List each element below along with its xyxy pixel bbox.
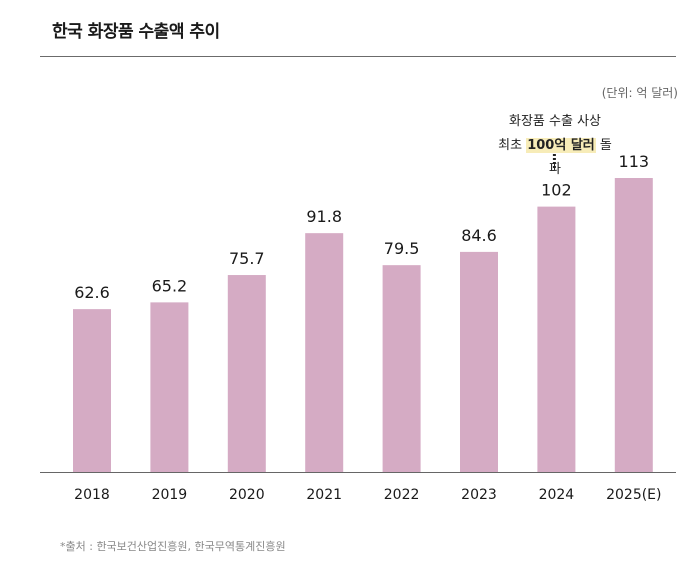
bar-2023 [460,251,498,472]
bar-2022 [382,265,421,472]
category-label-2025(E): 2025(E) [606,487,661,503]
category-label-2018: 2018 [74,487,110,503]
annotation-suffix: 돌파 [549,138,612,177]
category-label-2021: 2021 [306,487,342,503]
title-divider [40,56,676,57]
bar-2018 [73,309,111,472]
category-label-2020: 2020 [229,487,265,503]
category-label-2019: 2019 [152,487,188,503]
value-label-2018: 62.6 [74,283,110,302]
category-label-2024: 2024 [539,487,575,503]
bar-2025(E) [614,178,653,472]
bar-2019 [150,302,189,472]
annotation-2024: 화장품 수출 사상 최초 100억 달러 돌파 [495,110,615,182]
value-label-2019: 65.2 [152,276,188,295]
unit-label: (단위: 억 달러) [601,86,678,100]
value-label-2021: 91.8 [306,207,342,226]
value-label-2020: 75.7 [229,249,265,268]
category-label-2023: 2023 [461,487,497,503]
annotation-line-2: 최초 100억 달러 돌파 [495,134,615,182]
annotation-prefix: 최초 [498,138,527,153]
annotation-line-1: 화장품 수출 사상 [509,114,601,129]
value-label-2024: 102 [541,181,572,200]
category-label-2022: 2022 [384,487,420,503]
annotation-highlight: 100억 달러 [526,138,596,153]
value-label-2023: 84.6 [461,226,497,245]
bar-2020 [227,275,266,472]
chart-title: 한국 화장품 수출액 추이 [52,22,220,42]
bar-2024 [537,206,576,472]
bar-2021 [305,233,344,472]
source-note: *출처 : 한국보건산업진흥원, 한국무역통계진흥원 [60,540,286,553]
value-label-2022: 79.5 [384,239,420,258]
value-label-2025(E): 113 [619,152,650,171]
